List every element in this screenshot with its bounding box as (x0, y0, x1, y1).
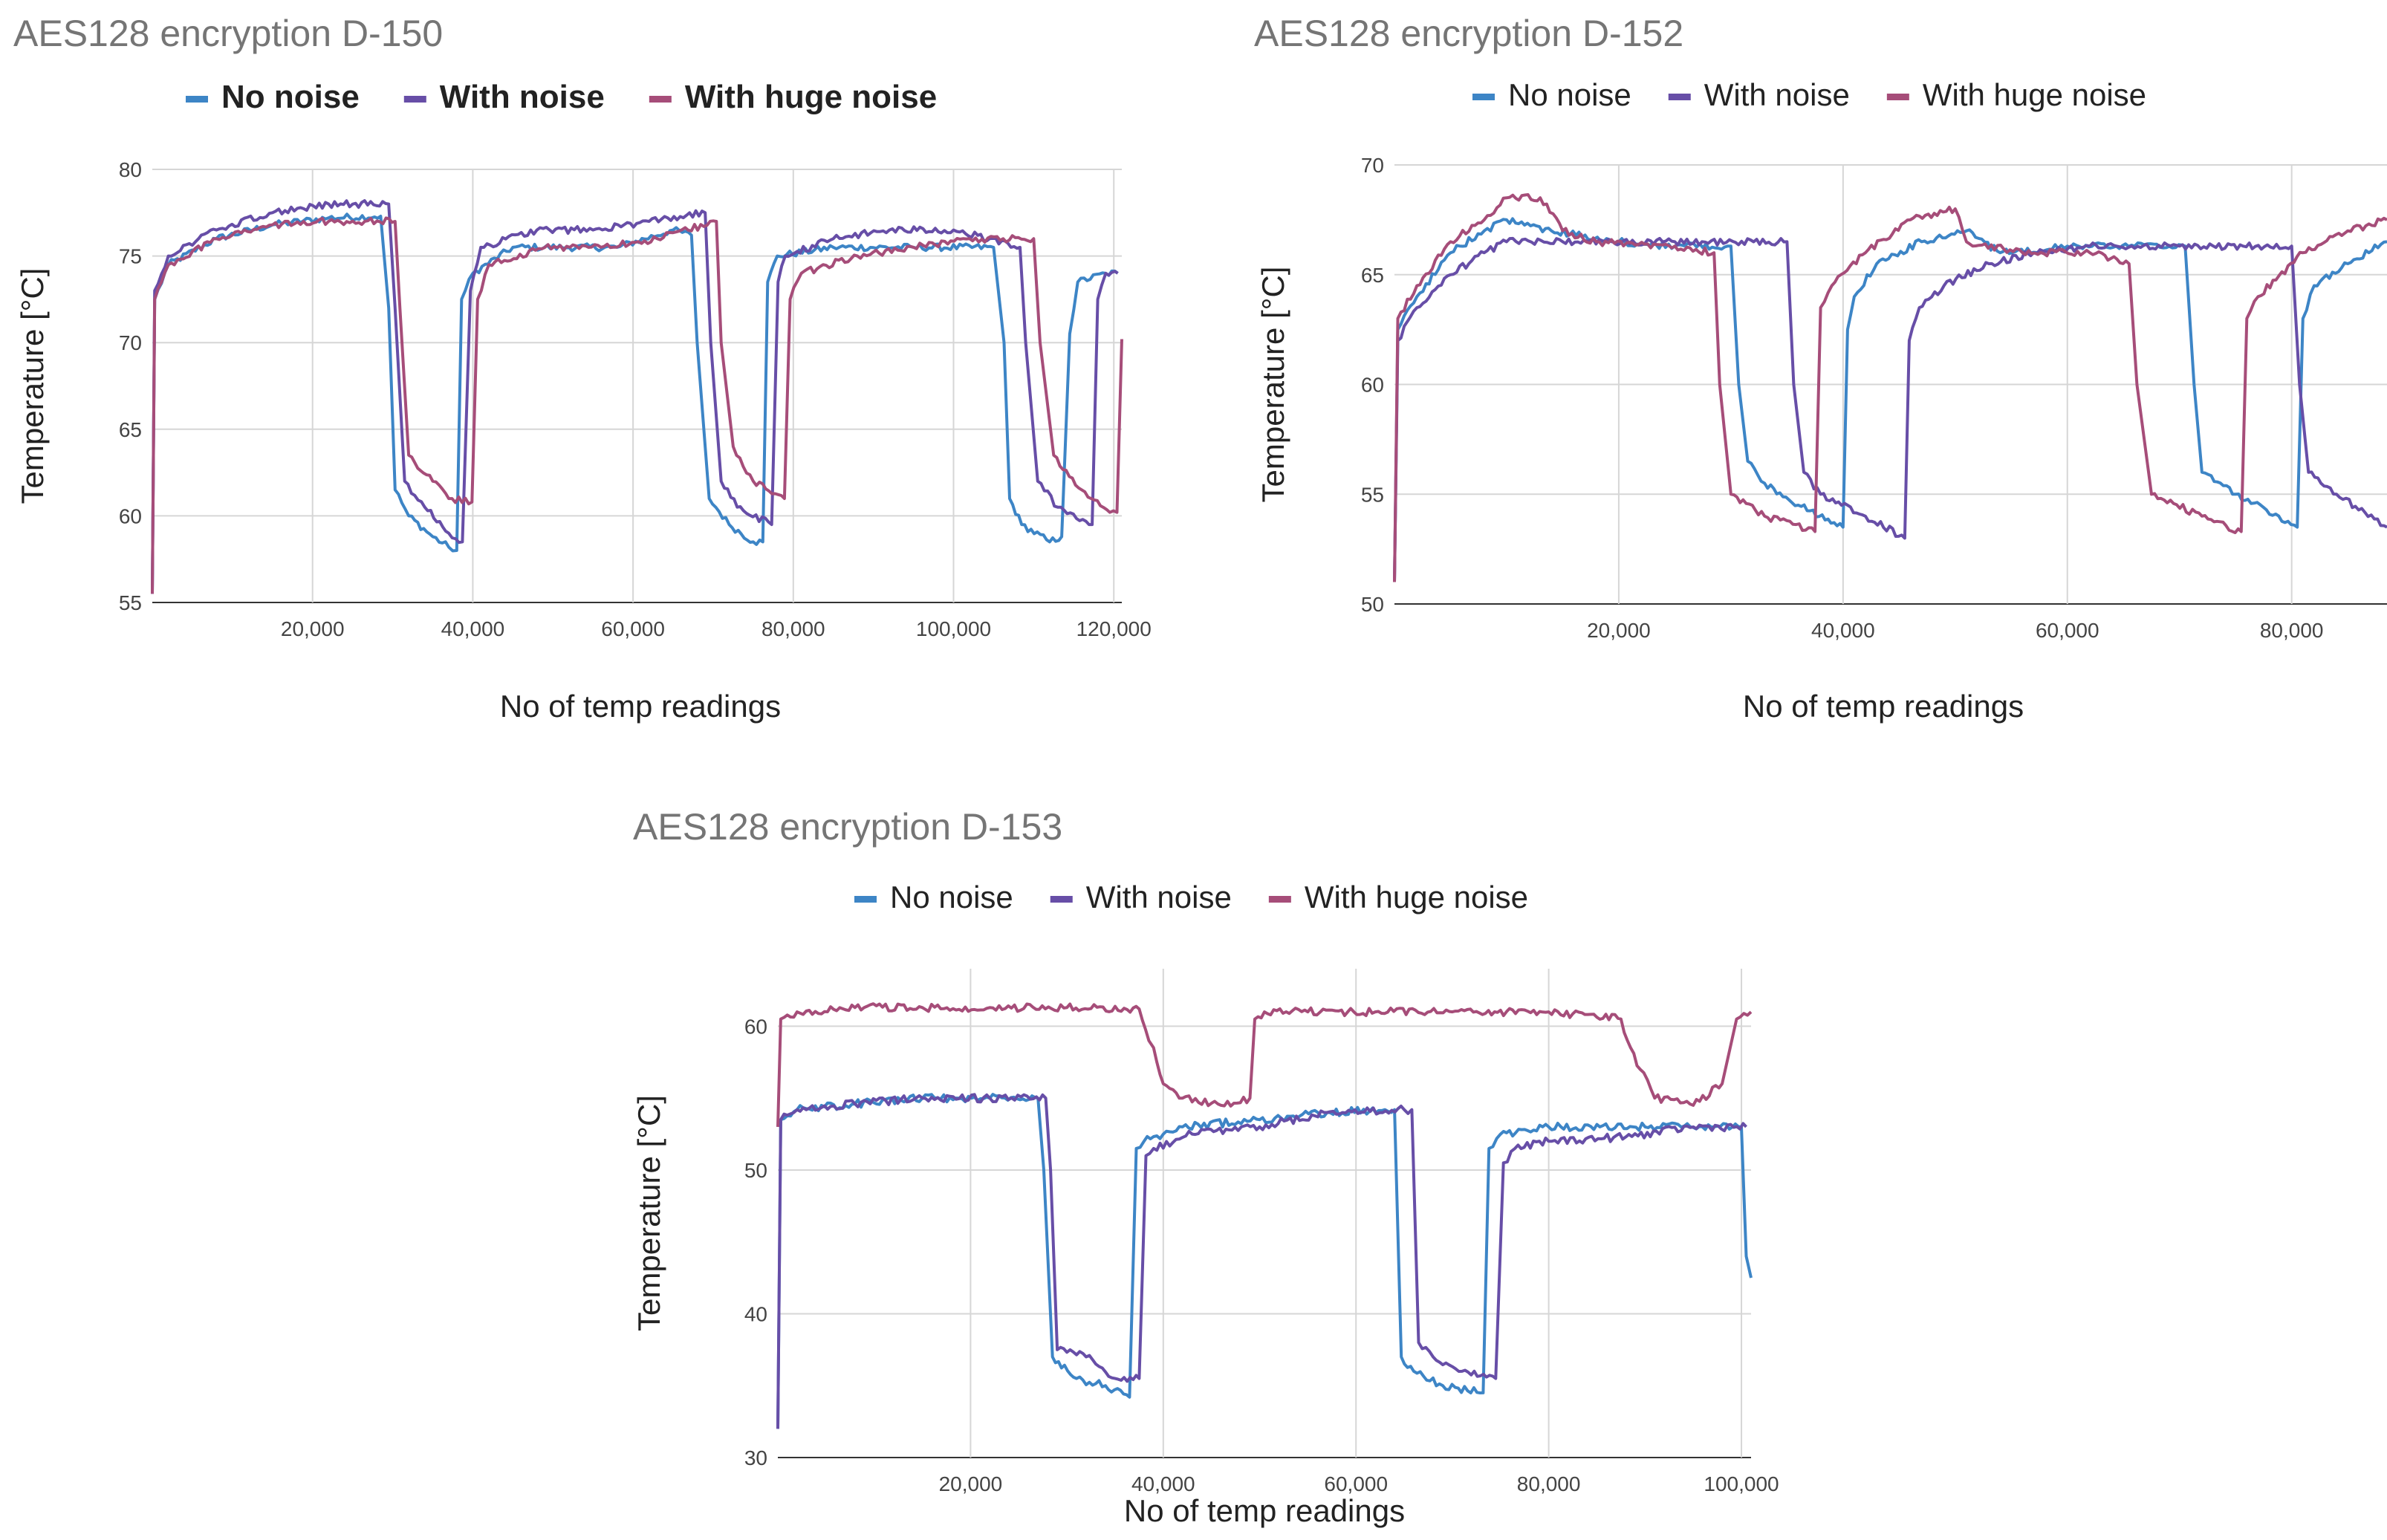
x-tick-label: 40,000 (1131, 1472, 1195, 1495)
series-line-with-huge-noise (151, 216, 1123, 594)
chart-d152: AES128 encryption D-152 No noise With nois… (1233, 0, 2387, 743)
legend-swatch-2 (649, 96, 672, 103)
x-tick-label: 20,000 (1587, 619, 1651, 642)
chart-d150-svg: AES128 encryption D-150 No noise With nois… (13, 13, 1152, 724)
y-axis-label: Temperature [°C] (631, 1095, 666, 1331)
legend-label-0: No noise (1508, 77, 1631, 112)
x-tick-label: 120,000 (1076, 617, 1152, 640)
y-tick-label: 40 (744, 1302, 767, 1325)
y-tick-label: 30 (744, 1446, 767, 1469)
y-tick-label: 80 (119, 158, 142, 181)
legend-swatch-1 (1050, 896, 1073, 903)
chart-d152-svg: AES128 encryption D-152 No noise With nois… (1254, 13, 2387, 724)
y-tick-label: 50 (1361, 593, 1384, 616)
chart-d150: AES128 encryption D-150 No noise With nois… (0, 0, 1189, 743)
y-axis-label: Temperature [°C] (15, 268, 50, 504)
y-tick-label: 65 (1361, 264, 1384, 287)
x-tick-label: 60,000 (1324, 1472, 1388, 1495)
legend-label-2: With huge noise (1305, 880, 1528, 914)
y-tick-label: 70 (119, 331, 142, 354)
x-axis-label: No of temp readings (500, 689, 781, 724)
series-line-with-huge-noise (776, 1002, 1753, 1127)
x-tick-label: 60,000 (601, 617, 665, 640)
y-tick-label: 55 (1361, 483, 1384, 506)
x-tick-label: 100,000 (1704, 1472, 1779, 1495)
y-tick-label: 75 (119, 245, 142, 268)
legend-label-0: No noise (221, 79, 360, 115)
x-tick-label: 100,000 (916, 617, 991, 640)
y-tick-label: 60 (119, 504, 142, 527)
series-line-with-noise (1393, 236, 2387, 582)
y-axis-label: Temperature [°C] (1256, 267, 1290, 503)
series-line-with-noise (151, 199, 1119, 594)
series-line-no-noise (776, 1093, 1753, 1429)
series-line-no-noise (1393, 217, 2387, 582)
legend-label-2: With huge noise (685, 79, 937, 115)
legend-swatch-2 (1886, 94, 1909, 100)
legend-swatch-1 (1668, 94, 1691, 100)
legend-swatch-0 (1472, 94, 1495, 100)
legend-label-0: No noise (890, 880, 1013, 914)
legend-label-1: With noise (1704, 77, 1850, 112)
legend-label-1: With noise (1086, 880, 1232, 914)
y-tick-label: 60 (1361, 374, 1384, 397)
x-tick-label: 80,000 (1517, 1472, 1581, 1495)
y-tick-label: 55 (119, 591, 142, 614)
y-tick-label: 60 (744, 1015, 767, 1038)
legend-label-2: With huge noise (1923, 77, 2146, 112)
legend-swatch-2 (1268, 896, 1291, 903)
x-axis-label: No of temp readings (1743, 689, 2024, 724)
chart-d153-svg: AES128 encryption D-153 No noise With nois… (631, 806, 1779, 1528)
legend-swatch-1 (403, 96, 426, 103)
x-tick-label: 40,000 (441, 617, 505, 640)
y-tick-label: 65 (119, 418, 142, 441)
x-tick-label: 80,000 (2260, 619, 2324, 642)
legend-swatch-0 (854, 896, 877, 903)
chart-title: AES128 encryption D-153 (633, 806, 1062, 848)
series-line-no-noise (151, 212, 1119, 594)
legend-swatch-0 (186, 96, 208, 103)
x-tick-label: 20,000 (281, 617, 345, 640)
x-tick-label: 60,000 (2036, 619, 2099, 642)
chart-title: AES128 encryption D-152 (1254, 13, 1683, 54)
legend-label-1: With noise (440, 79, 605, 115)
x-tick-label: 40,000 (1811, 619, 1875, 642)
series-line-with-noise (776, 1093, 1747, 1429)
x-tick-label: 80,000 (761, 617, 825, 640)
y-tick-label: 50 (744, 1159, 767, 1182)
x-axis-label: No of temp readings (1124, 1493, 1405, 1528)
chart-title: AES128 encryption D-150 (13, 13, 443, 54)
x-tick-label: 20,000 (939, 1472, 1003, 1495)
y-tick-label: 70 (1361, 154, 1384, 177)
series-line-with-huge-noise (1393, 193, 2387, 582)
chart-d153: AES128 encryption D-153 No noise With nois… (624, 795, 1813, 1536)
